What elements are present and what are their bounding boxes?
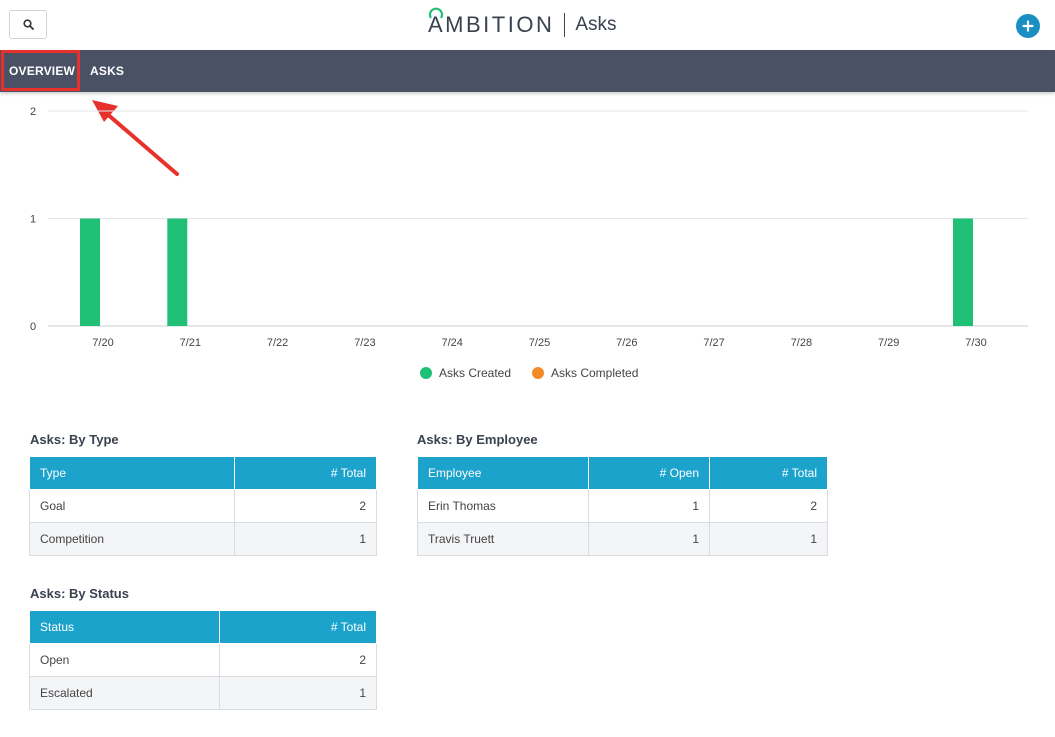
x-tick-label: 7/23 bbox=[354, 337, 375, 349]
bar[interactable] bbox=[167, 218, 188, 327]
bar[interactable] bbox=[953, 218, 973, 327]
bar[interactable] bbox=[80, 218, 100, 327]
col-type[interactable]: Type bbox=[29, 456, 235, 490]
table-row: Escalated 1 bbox=[29, 676, 377, 710]
cell-total: 2 bbox=[219, 643, 377, 677]
brand-divider bbox=[564, 13, 566, 37]
tab-asks[interactable]: ASKS bbox=[90, 64, 125, 78]
asks-chart: 0 1 2 7/20 7/21 7/22 7/23 7/24 7/25 7/26 7/27 7/28 7… bbox=[30, 106, 1028, 349]
add-button[interactable] bbox=[1016, 14, 1040, 38]
cell-type: Goal bbox=[29, 489, 235, 523]
cell-total: 2 bbox=[709, 489, 828, 523]
cell-employee: Travis Truett bbox=[417, 522, 589, 556]
table-row: Open 2 bbox=[29, 643, 377, 677]
col-total[interactable]: # Total bbox=[219, 610, 377, 644]
legend-item-created[interactable]: Asks Created bbox=[420, 366, 511, 380]
app-header: AMBITION Asks bbox=[0, 0, 1055, 50]
y-tick-label: 1 bbox=[30, 214, 36, 226]
brand-name: AMBITION bbox=[428, 12, 555, 37]
by-status-title: Asks: By Status bbox=[30, 586, 129, 601]
table-row: Competition 1 bbox=[29, 522, 377, 556]
x-tick-label: 7/25 bbox=[529, 337, 550, 349]
cell-open: 1 bbox=[588, 489, 710, 523]
page-title: Asks bbox=[575, 14, 617, 35]
table-row: Erin Thomas 1 2 bbox=[417, 489, 828, 523]
by-employee-title: Asks: By Employee bbox=[417, 432, 538, 447]
by-type-title: Asks: By Type bbox=[30, 432, 119, 447]
legend-item-completed[interactable]: Asks Completed bbox=[532, 366, 638, 380]
leaf-icon bbox=[428, 7, 444, 19]
cell-open: 1 bbox=[588, 522, 710, 556]
highlight-box bbox=[1, 50, 80, 91]
table-row: Travis Truett 1 1 bbox=[417, 522, 828, 556]
legend-dot-created bbox=[420, 367, 432, 379]
cell-type: Competition bbox=[29, 522, 235, 556]
by-employee-table: Employee # Open # Total Erin Thomas 1 2 … bbox=[417, 456, 828, 556]
cell-status: Escalated bbox=[29, 676, 220, 710]
brand: AMBITION Asks bbox=[428, 7, 617, 39]
cell-employee: Erin Thomas bbox=[417, 489, 589, 523]
col-total[interactable]: # Total bbox=[234, 456, 377, 490]
by-type-table: Type # Total Goal 2 Competition 1 bbox=[29, 456, 377, 556]
x-tick-label: 7/26 bbox=[616, 337, 637, 349]
plus-icon bbox=[1022, 20, 1034, 32]
y-tick-label: 0 bbox=[30, 321, 36, 333]
cell-total: 1 bbox=[234, 522, 377, 556]
chart-legend: Asks Created Asks Completed bbox=[0, 366, 1055, 384]
col-status[interactable]: Status bbox=[29, 610, 220, 644]
x-tick-label: 7/28 bbox=[791, 337, 812, 349]
x-tick-label: 7/20 bbox=[92, 337, 113, 349]
brand-logo[interactable]: AMBITION bbox=[428, 7, 555, 38]
by-status-table: Status # Total Open 2 Escalated 1 bbox=[29, 610, 377, 710]
cell-total: 1 bbox=[709, 522, 828, 556]
legend-dot-completed bbox=[532, 367, 544, 379]
y-tick-label: 2 bbox=[30, 106, 36, 118]
legend-label-created: Asks Created bbox=[439, 366, 512, 380]
x-tick-label: 7/21 bbox=[180, 337, 201, 349]
col-total[interactable]: # Total bbox=[709, 456, 828, 490]
x-tick-label: 7/24 bbox=[441, 337, 462, 349]
col-open[interactable]: # Open bbox=[588, 456, 710, 490]
x-tick-label: 7/27 bbox=[703, 337, 724, 349]
x-tick-label: 7/30 bbox=[965, 337, 986, 349]
cell-status: Open bbox=[29, 643, 220, 677]
cell-total: 2 bbox=[234, 489, 377, 523]
cell-total: 1 bbox=[219, 676, 377, 710]
search-button[interactable] bbox=[9, 10, 47, 39]
col-employee[interactable]: Employee bbox=[417, 456, 589, 490]
x-tick-label: 7/22 bbox=[267, 337, 288, 349]
legend-label-completed: Asks Completed bbox=[551, 366, 639, 380]
search-icon bbox=[22, 19, 34, 30]
table-row: Goal 2 bbox=[29, 489, 377, 523]
nav-bar: OVERVIEW ASKS bbox=[0, 50, 1055, 92]
x-tick-label: 7/29 bbox=[878, 337, 899, 349]
tab-overview[interactable]: OVERVIEW bbox=[9, 64, 76, 78]
